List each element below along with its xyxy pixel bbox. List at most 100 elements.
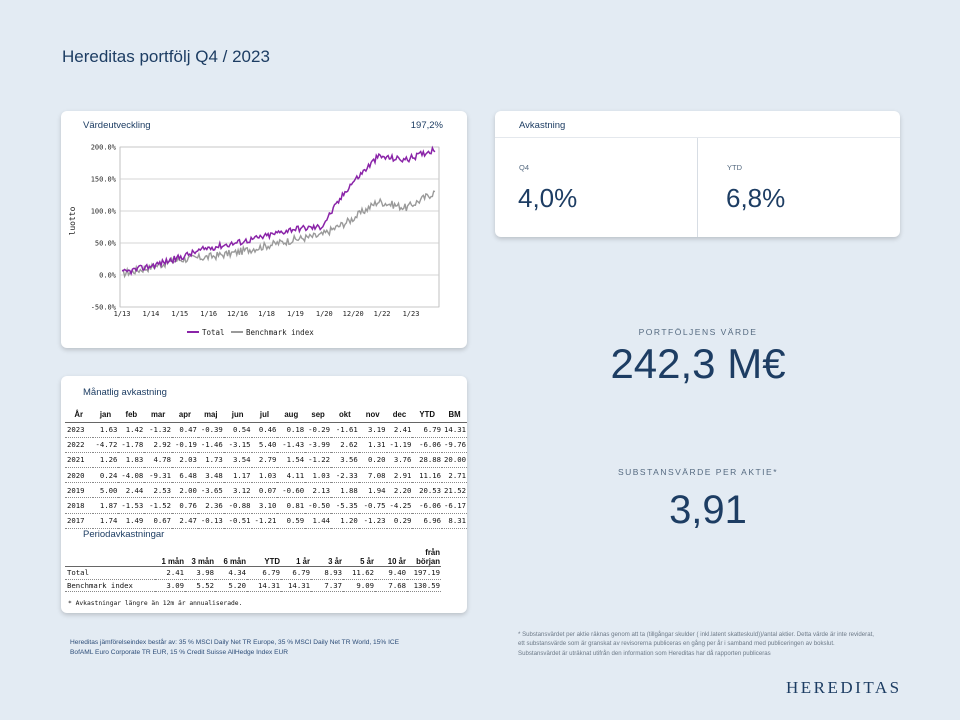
period-header-cell: 10 år bbox=[375, 548, 407, 567]
monthly-header-cell: mar bbox=[144, 408, 173, 423]
x-tick-label: 1/13 bbox=[114, 310, 131, 318]
monthly-cell: 1.31 bbox=[358, 437, 387, 453]
monthly-cell: -3.15 bbox=[223, 437, 252, 453]
page-title: Hereditas portfölj Q4 / 2023 bbox=[62, 47, 270, 66]
monthly-cell: 3.76 bbox=[386, 452, 413, 469]
monthly-cell: 0.20 bbox=[358, 452, 387, 469]
monthly-header-cell: År bbox=[65, 408, 93, 423]
monthly-header-cell: maj bbox=[197, 408, 224, 423]
x-tick-label: 1/23 bbox=[403, 310, 420, 318]
monthly-cell: 2017 bbox=[65, 513, 93, 529]
monthly-header-cell: dec bbox=[386, 408, 413, 423]
period-header-cell: från början bbox=[407, 548, 441, 567]
monthly-cell: 2.13 bbox=[305, 482, 332, 499]
monthly-cell: 3.19 bbox=[358, 422, 387, 438]
monthly-cell: 0.47 bbox=[172, 422, 198, 438]
monthly-cell: 0.18 bbox=[277, 422, 306, 438]
monthly-cell: 2018 bbox=[65, 497, 93, 514]
monthly-cell: 3.48 bbox=[197, 467, 224, 484]
monthly-cell: 1.88 bbox=[331, 482, 359, 499]
returns-card: Avkastning Q4 4,0% YTD 6,8% bbox=[495, 111, 900, 237]
period-returns-note: * Avkastningar längre än 12m är annualis… bbox=[68, 600, 243, 607]
monthly-cell: 8.31 bbox=[442, 513, 467, 529]
monthly-cell: 3.54 bbox=[223, 452, 252, 469]
monthly-cell: -1.21 bbox=[251, 513, 278, 529]
returns-label: Avkastning bbox=[519, 120, 566, 131]
monthly-cell: 0.76 bbox=[172, 497, 198, 514]
monthly-cell: -3.65 bbox=[197, 482, 224, 499]
monthly-cell: 6.96 bbox=[412, 513, 443, 529]
monthly-row: 2022 -4.72 -1.78 2.92 -0.19 -1.46 -3.15 5.40 -1.… bbox=[65, 437, 467, 453]
period-cell: 130.59 bbox=[407, 579, 441, 592]
monthly-cell: 1.44 bbox=[305, 513, 332, 529]
chart-frame bbox=[119, 146, 440, 308]
y-tick-label: -50.0% bbox=[91, 304, 117, 312]
period-cell: 14.31 bbox=[281, 579, 311, 592]
monthly-cell: 2020 bbox=[65, 467, 93, 484]
monthly-cell: 1.73 bbox=[197, 452, 224, 469]
monthly-cell: -4.08 bbox=[118, 467, 145, 484]
value-chart-label: Värdeutveckling bbox=[83, 120, 151, 131]
monthly-cell: 2022 bbox=[65, 437, 93, 453]
ytd-label: YTD bbox=[727, 163, 742, 172]
q4-label: Q4 bbox=[519, 163, 530, 172]
monthly-cell: 2.44 bbox=[118, 482, 145, 499]
monthly-returns-card: Månatlig avkastning År jan feb mar apr maj jun… bbox=[61, 376, 467, 613]
monthly-cell: 14.31 bbox=[442, 422, 467, 438]
monthly-cell: 20.00 bbox=[442, 452, 467, 469]
monthly-cell: 5.40 bbox=[251, 437, 278, 453]
monthly-header-cell: nov bbox=[358, 408, 387, 423]
monthly-cell: 2.53 bbox=[144, 482, 173, 499]
period-cell: Benchmark index bbox=[65, 579, 155, 592]
x-tick-label: 1/18 bbox=[258, 310, 275, 318]
period-cell: 4.34 bbox=[215, 566, 247, 580]
monthly-cell: 2021 bbox=[65, 452, 93, 469]
period-header-cell: 6 mån bbox=[215, 548, 247, 567]
monthly-cell: 4.11 bbox=[277, 467, 306, 484]
monthly-cell: 21.52 bbox=[442, 482, 467, 499]
monthly-header-cell: feb bbox=[118, 408, 145, 423]
period-cell: 14.31 bbox=[247, 579, 281, 592]
chart-y-axis-label: luotto bbox=[68, 206, 77, 235]
monthly-cell: -0.13 bbox=[197, 513, 224, 529]
monthly-cell: 0.46 bbox=[251, 422, 278, 438]
period-header-cell: 1 mån bbox=[155, 548, 185, 567]
monthly-header-cell: BM bbox=[442, 408, 467, 423]
monthly-cell: 0.24 bbox=[92, 467, 119, 484]
period-cell: 5.52 bbox=[185, 579, 215, 592]
monthly-cell: 1.26 bbox=[92, 452, 119, 469]
period-row: Benchmark index 3.09 5.52 5.20 14.31 14.31 7.3… bbox=[65, 579, 441, 592]
monthly-cell: -1.61 bbox=[331, 422, 359, 438]
monthly-cell: 1.42 bbox=[118, 422, 145, 438]
monthly-cell: 2.79 bbox=[251, 452, 278, 469]
monthly-cell: 0.07 bbox=[251, 482, 278, 499]
period-cell: 3.09 bbox=[155, 579, 185, 592]
nav-footnote: * Substansvärdet per aktie räknas genom … bbox=[518, 631, 874, 657]
monthly-cell: 2019 bbox=[65, 482, 93, 499]
period-row: Total 2.41 3.98 4.34 6.79 6.79 8.93 11.62 9.40 19… bbox=[65, 566, 441, 580]
monthly-returns-table: År jan feb mar apr maj jun jul aug sep okt nov dec YT… bbox=[65, 408, 467, 529]
monthly-cell: -0.60 bbox=[277, 482, 306, 499]
monthly-row: 2017 1.74 1.49 0.67 2.47 -0.13 -0.51 -1.21 0.59 1… bbox=[65, 513, 467, 529]
monthly-cell: 2.03 bbox=[172, 452, 198, 469]
monthly-cell: -6.17 bbox=[442, 497, 467, 514]
q4-value: 4,0% bbox=[518, 183, 578, 213]
monthly-cell: 1.87 bbox=[92, 497, 119, 514]
monthly-cell: 2.91 bbox=[386, 467, 413, 484]
monthly-cell: -6.06 bbox=[412, 497, 443, 514]
monthly-row: 2018 1.87 -1.53 -1.52 0.76 2.36 -0.88 3.10 0.81-… bbox=[65, 497, 467, 514]
x-tick-label: 1/22 bbox=[374, 310, 391, 318]
period-cell: 3.98 bbox=[185, 566, 215, 580]
y-tick-label: 50.0% bbox=[95, 240, 117, 248]
x-tick-label: 1/16 bbox=[200, 310, 217, 318]
monthly-cell: 2.62 bbox=[331, 437, 359, 453]
period-header-cell: 1 år bbox=[281, 548, 311, 567]
period-cell: 6.79 bbox=[247, 566, 281, 580]
monthly-cell: 2.00 bbox=[172, 482, 198, 499]
monthly-cell: 1.20 bbox=[331, 513, 359, 529]
period-returns-label: Periodavkastningar bbox=[83, 529, 165, 540]
period-cell: 9.40 bbox=[375, 566, 407, 580]
monthly-cell: 1.63 bbox=[92, 422, 119, 438]
monthly-cell: -1.78 bbox=[118, 437, 145, 453]
monthly-cell: -1.46 bbox=[197, 437, 224, 453]
